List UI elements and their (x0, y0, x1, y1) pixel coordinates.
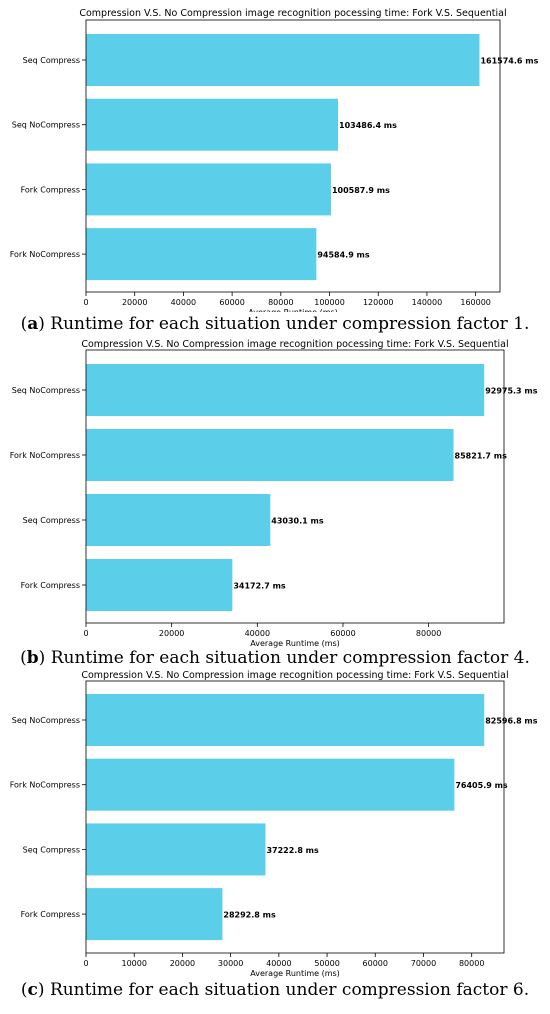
bar-seq-nocompress (86, 364, 485, 416)
x-tick-label: 10000 (121, 959, 146, 968)
plot-frame (85, 349, 505, 624)
category-label: Fork Compress (21, 910, 80, 919)
value-label: 85821.7 ms (455, 452, 508, 461)
bar-fork-compress (86, 888, 223, 941)
chart-svg-b: Compression V.S. No Compression image re… (10, 339, 538, 648)
chart-svg-c: Compression V.S. No Compression image re… (10, 670, 538, 978)
caption-label: a (27, 314, 39, 334)
caption-text: Runtime for each situation under compres… (49, 980, 530, 1000)
x-tick-label: 0 (83, 298, 88, 307)
x-tick-label: 80000 (416, 629, 441, 638)
x-tick-label: 100000 (314, 298, 345, 307)
caption-label: b (26, 648, 39, 668)
category-label: Fork NoCompress (10, 250, 80, 259)
bar-seq-nocompress (86, 98, 339, 151)
plot-frame (85, 19, 501, 293)
caption-a: (a) Runtime for each situation under com… (20, 314, 530, 334)
category-label: Seq NoCompress (12, 716, 80, 725)
value-label: 37222.8 ms (266, 846, 319, 855)
x-tick-label: 40000 (245, 629, 270, 638)
x-tick-label: 60000 (219, 298, 244, 307)
bar-seq-nocompress (86, 694, 485, 746)
x-tick-label: 70000 (411, 959, 436, 968)
x-tick-label: 160000 (460, 298, 491, 307)
value-label: 103486.4 ms (339, 121, 397, 130)
bar-fork-nocompress (86, 429, 454, 481)
caption-b: (b) Runtime for each situation under com… (20, 648, 530, 668)
chart-title: Compression V.S. No Compression image re… (81, 339, 508, 350)
x-tick-label: 60000 (363, 959, 388, 968)
chart-title: Compression V.S. No Compression image re… (79, 8, 506, 19)
category-label: Fork NoCompress (10, 781, 80, 790)
x-tick-label: 40000 (266, 959, 291, 968)
plot-frame (85, 680, 505, 954)
caption-c: (c) Runtime for each situation under com… (20, 980, 530, 1000)
category-label: Seq Compress (23, 516, 80, 525)
x-tick-label: 20000 (122, 298, 147, 307)
chart-svg-a: Compression V.S. No Compression image re… (10, 8, 539, 312)
x-axis-label: Average Runtime (ms) (250, 639, 340, 648)
bar-seq-compress (86, 823, 266, 876)
x-tick-label: 80000 (268, 298, 293, 307)
x-tick-label: 80000 (459, 959, 484, 968)
x-tick-label: 140000 (412, 298, 443, 307)
x-tick-label: 50000 (314, 959, 339, 968)
x-tick-label: 20000 (159, 629, 184, 638)
value-label: 34172.7 ms (233, 582, 286, 591)
chart-panel-b: Compression V.S. No Compression image re… (0, 336, 550, 648)
x-tick-label: 30000 (218, 959, 243, 968)
category-label: Seq Compress (23, 56, 80, 65)
x-tick-label: 0 (83, 629, 88, 638)
value-label: 43030.1 ms (271, 517, 324, 526)
category-label: Fork Compress (21, 581, 80, 590)
caption-label: c (27, 980, 38, 1000)
value-label: 82596.8 ms (485, 717, 538, 726)
bar-fork-compress (86, 163, 331, 216)
x-tick-label: 40000 (171, 298, 196, 307)
value-label: 92975.3 ms (485, 387, 538, 396)
value-label: 28292.8 ms (223, 911, 276, 920)
x-axis-label: Average Runtime (ms) (248, 308, 338, 312)
x-tick-label: 20000 (170, 959, 195, 968)
category-label: Fork NoCompress (10, 451, 80, 460)
x-axis-label: Average Runtime (ms) (250, 969, 340, 978)
caption-text: Runtime for each situation under compres… (50, 648, 530, 668)
chart-title: Compression V.S. No Compression image re… (81, 670, 508, 681)
category-label: Seq NoCompress (12, 121, 80, 130)
bar-seq-compress (86, 494, 271, 546)
caption-text: Runtime for each situation under compres… (50, 314, 530, 334)
chart-panel-c: Compression V.S. No Compression image re… (0, 668, 550, 980)
bar-fork-nocompress (86, 758, 455, 811)
bar-fork-nocompress (86, 228, 317, 281)
value-label: 161574.6 ms (480, 57, 538, 66)
chart-panel-a: Compression V.S. No Compression image re… (0, 0, 550, 312)
bar-seq-compress (86, 34, 480, 86)
category-label: Fork Compress (21, 185, 80, 194)
category-label: Seq NoCompress (12, 386, 80, 395)
value-label: 94584.9 ms (317, 251, 370, 260)
value-label: 76405.9 ms (455, 781, 508, 790)
category-label: Seq Compress (23, 845, 80, 854)
x-tick-label: 120000 (363, 298, 394, 307)
bar-fork-compress (86, 559, 233, 611)
x-tick-label: 0 (83, 959, 88, 968)
value-label: 100587.9 ms (332, 186, 390, 195)
x-tick-label: 60000 (330, 629, 355, 638)
